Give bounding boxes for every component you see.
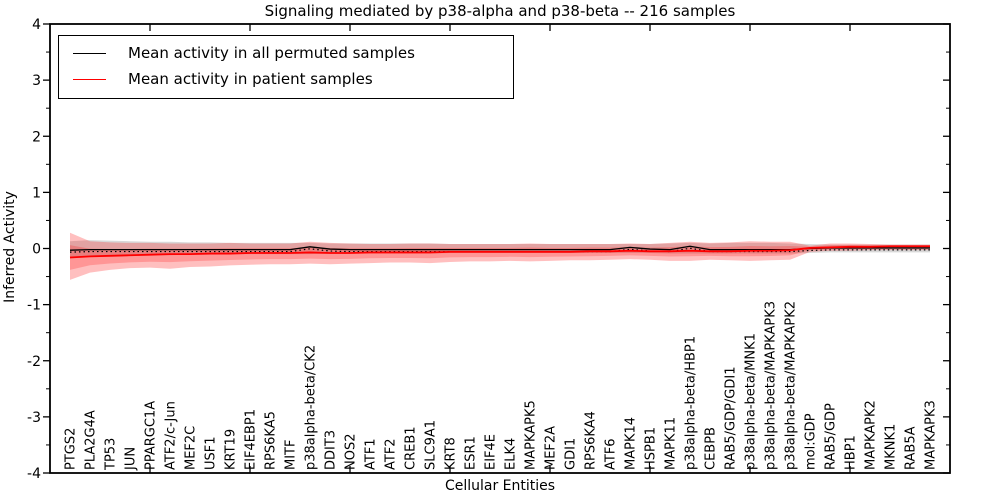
y-tick-label: -1 (27, 298, 41, 314)
x-tick-label: ATF1 (364, 438, 379, 470)
x-tick-label: RAB5/GDP/GDI1 (724, 367, 739, 470)
x-tick-label: MEF2C (184, 426, 199, 470)
x-tick-label: p38alpha-beta/MAPKAPK2 (784, 301, 799, 470)
legend-item-patient: Mean activity in patient samples (73, 66, 503, 92)
x-tick-label: KRT8 (444, 437, 459, 470)
x-tick-label: SLC9A1 (424, 420, 439, 470)
x-tick-label: p38alpha-beta/HBP1 (684, 336, 699, 470)
x-tick-label: RPS6KA4 (584, 411, 599, 470)
x-tick-label: MKNK1 (884, 424, 899, 470)
x-tick-label: MAPKAPK5 (524, 400, 539, 470)
x-tick-label: MAPKAPK2 (864, 400, 879, 470)
permuted-line-swatch-icon (73, 52, 106, 54)
x-tick-label: MEF2A (544, 426, 559, 470)
x-tick-label: MAPK14 (624, 417, 639, 470)
x-tick-label: ELK4 (504, 438, 519, 470)
x-tick-label: JUN (124, 447, 139, 471)
patient-line-swatch-icon (73, 78, 106, 80)
patient-band-outer (70, 232, 930, 280)
x-tick-label: HBP1 (844, 435, 859, 470)
x-tick-label: EIF4E (484, 434, 499, 470)
legend-label-permuted: Mean activity in all permuted samples (128, 44, 415, 62)
x-tick-label: CREB1 (404, 426, 419, 470)
y-tick-label: 3 (32, 73, 41, 89)
x-tick-label: mol:GDP (804, 413, 819, 470)
x-tick-label: NOS2 (344, 434, 359, 470)
x-tick-label: MAPKAPK3 (924, 400, 939, 470)
y-tick-label: 0 (32, 242, 41, 258)
x-tick-label: MAPK11 (664, 417, 679, 470)
x-tick-label: p38alpha-beta/MAPKAPK3 (764, 301, 779, 470)
y-axis-label: Inferred Activity (2, 191, 18, 303)
x-tick-label: RAB5A (904, 426, 919, 470)
x-tick-label: TP53 (104, 438, 119, 471)
chart-title: Signaling mediated by p38-alpha and p38-… (264, 2, 736, 20)
y-tick-label: 1 (32, 185, 41, 201)
x-tick-label: RPS6KA5 (264, 411, 279, 470)
legend: Mean activity in all permuted samples Me… (58, 35, 514, 99)
x-tick-label: KRT19 (224, 429, 239, 470)
y-tick-label: 4 (32, 17, 41, 33)
x-tick-label: GDI1 (564, 438, 579, 470)
x-tick-label: ATF2 (384, 438, 399, 470)
x-tick-label: PLA2G4A (84, 410, 99, 470)
x-tick-label: p38alpha-beta/MNK1 (744, 333, 759, 470)
y-tick-label: -3 (27, 410, 41, 426)
x-axis-label: Cellular Entities (444, 478, 556, 494)
x-tick-label: PPARGC1A (144, 401, 159, 470)
x-tick-label: ATF6 (604, 438, 619, 470)
x-tick-label: EIF4EBP1 (244, 409, 259, 470)
legend-label-patient: Mean activity in patient samples (128, 70, 373, 88)
x-tick-label: HSPB1 (644, 427, 659, 470)
x-tick-label: ESR1 (464, 436, 479, 470)
x-tick-label: USF1 (204, 436, 219, 470)
y-tick-label: -2 (27, 354, 41, 370)
x-tick-label: MITF (284, 440, 299, 470)
x-tick-label: RAB5/GDP (824, 403, 839, 470)
legend-item-permuted: Mean activity in all permuted samples (73, 40, 503, 66)
x-tick-label: CEBPB (704, 427, 719, 470)
x-tick-label: PTGS2 (64, 428, 79, 470)
y-tick-label: 2 (32, 129, 41, 145)
x-tick-label: DDIT3 (324, 430, 339, 470)
x-tick-label: p38alpha-beta/CK2 (304, 345, 319, 470)
patient-mean-line (69, 245, 930, 259)
x-tick-label: ATF2/c-Jun (164, 401, 179, 470)
y-tick-label: -4 (27, 466, 41, 482)
